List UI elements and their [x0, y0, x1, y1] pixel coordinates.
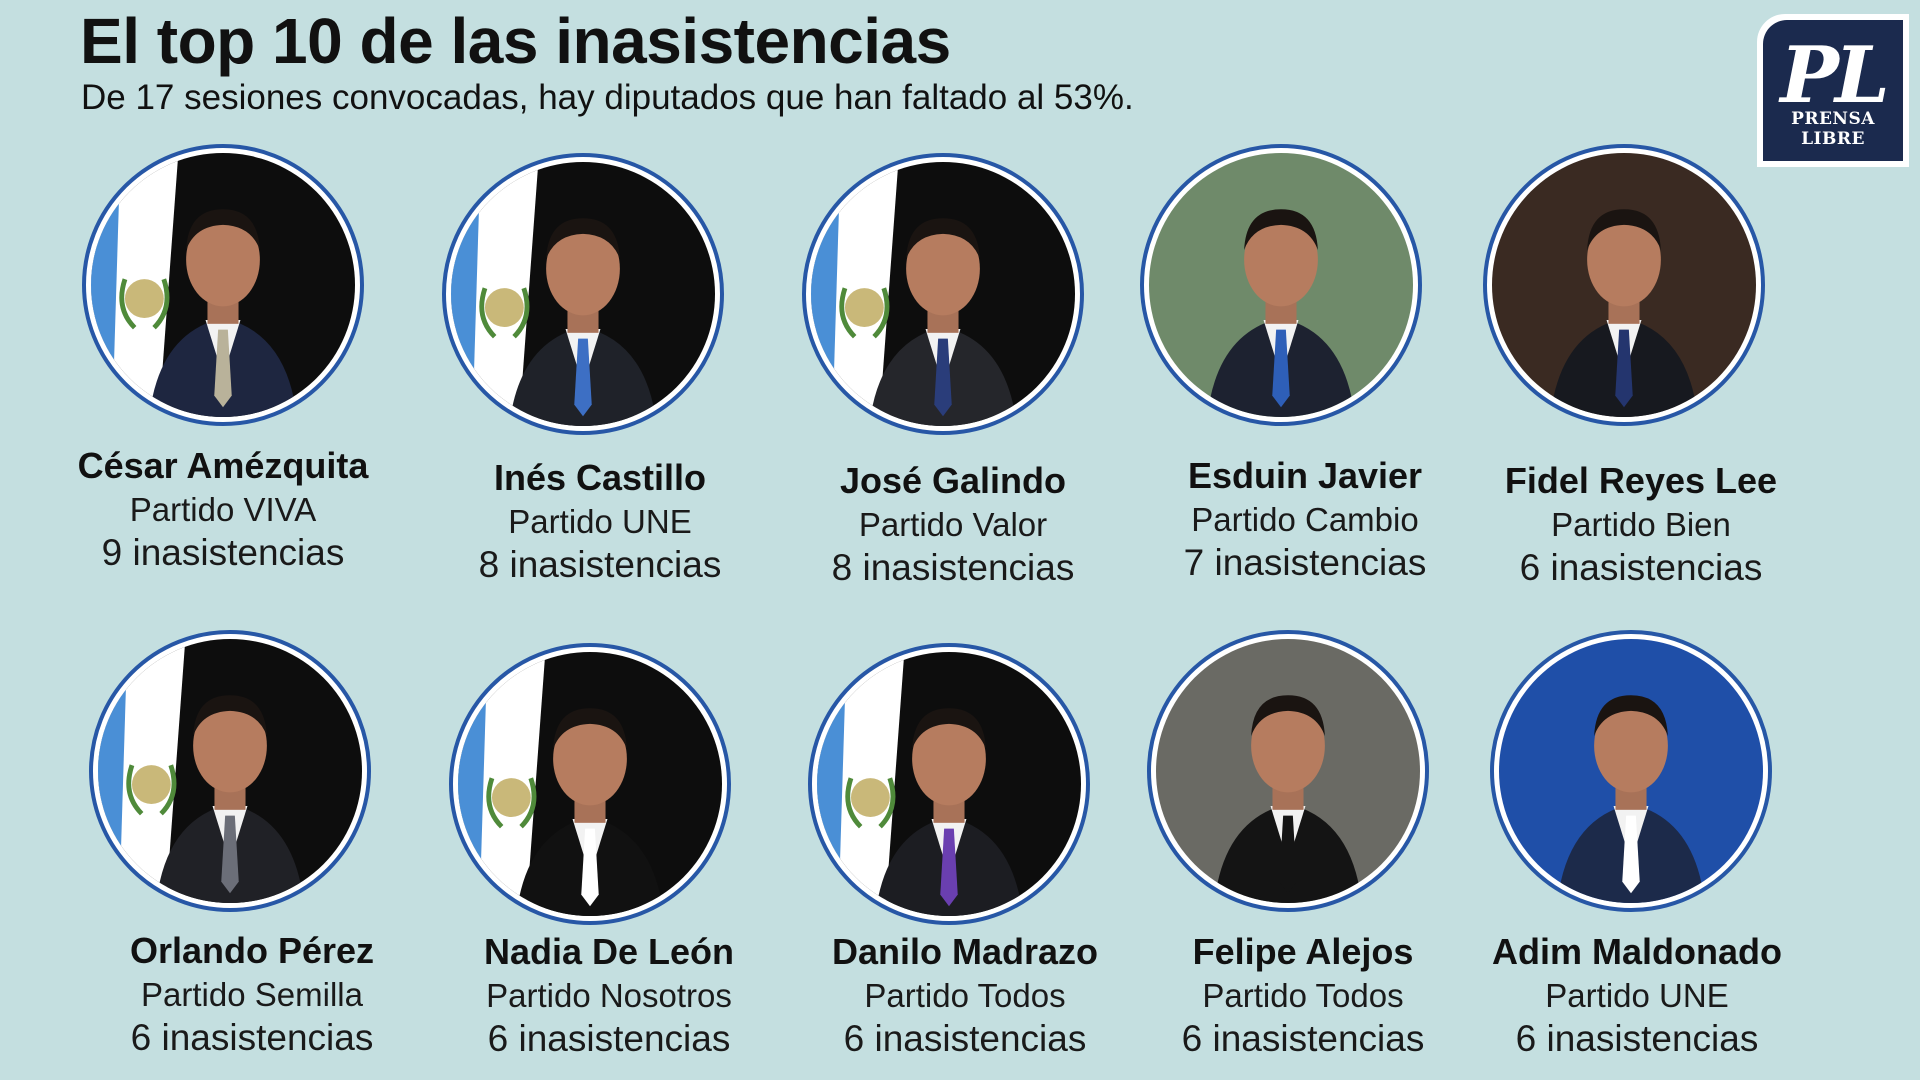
person-silhouette	[875, 708, 1023, 916]
deputy-party: Partido Valor	[858, 506, 1048, 543]
deputy-card: Adim Maldonado Partido UNE 6 inasistenci…	[1457, 931, 1817, 1059]
deputy-card: Fidel Reyes Lee Partido Bien 6 inasisten…	[1461, 460, 1821, 588]
logo-name: PRENSA LIBRE	[1791, 109, 1875, 149]
portrait-image	[1492, 153, 1756, 417]
deputy-name: Inés Castillo	[493, 457, 707, 498]
person-silhouette	[1214, 695, 1362, 903]
deputy-absences: 6 inasistencias	[843, 1018, 1087, 1059]
deputy-absences: 6 inasistencias	[1519, 547, 1763, 588]
deputy-absences: 8 inasistencias	[478, 544, 722, 585]
portrait-image	[91, 153, 355, 417]
deputy-party: Partido UNE	[508, 503, 692, 540]
deputy-photo	[802, 153, 1084, 435]
deputy-party: Partido Bien	[1551, 506, 1731, 543]
portrait-image	[1499, 639, 1763, 903]
deputy-photo	[1140, 144, 1422, 426]
portrait-image	[817, 652, 1081, 916]
person-silhouette	[1207, 209, 1355, 417]
portrait-image	[1149, 153, 1413, 417]
deputy-card: Danilo Madrazo Partido Todos 6 inasisten…	[785, 931, 1145, 1059]
person-silhouette	[1557, 695, 1705, 903]
deputy-party: Partido Todos	[1202, 977, 1404, 1014]
deputy-absences: 6 inasistencias	[1515, 1018, 1759, 1059]
deputy-card: Inés Castillo Partido UNE 8 inasistencia…	[420, 457, 780, 585]
portrait-image	[451, 162, 715, 426]
deputy-photo	[1147, 630, 1429, 912]
logo-mark: PL	[1780, 30, 1890, 121]
guatemala-flag-icon	[458, 652, 546, 916]
deputy-name: Orlando Pérez	[129, 930, 375, 971]
deputy-party: Partido Todos	[864, 977, 1066, 1014]
deputy-photo	[1483, 144, 1765, 426]
deputy-name: Nadia De León	[483, 931, 735, 972]
portrait-image	[811, 162, 1075, 426]
deputy-party: Partido VIVA	[129, 491, 317, 528]
deputy-card: Orlando Pérez Partido Semilla 6 inasiste…	[72, 930, 432, 1058]
deputy-photo	[82, 144, 364, 426]
deputy-name: Felipe Alejos	[1192, 931, 1414, 972]
deputy-party: Partido UNE	[1545, 977, 1729, 1014]
deputy-card: José Galindo Partido Valor 8 inasistenci…	[773, 460, 1133, 588]
deputy-name: Danilo Madrazo	[831, 931, 1099, 972]
deputy-absences: 6 inasistencias	[130, 1017, 374, 1058]
prensa-libre-logo: PL PRENSA LIBRE	[1757, 14, 1909, 167]
deputy-photo	[449, 643, 731, 925]
person-silhouette	[516, 708, 664, 916]
deputy-photo	[442, 153, 724, 435]
deputy-name: César Amézquita	[77, 445, 369, 486]
deputy-name: José Galindo	[839, 460, 1067, 501]
deputy-card: Nadia De León Partido Nosotros 6 inasist…	[429, 931, 789, 1059]
deputy-absences: 8 inasistencias	[831, 547, 1075, 588]
portrait-image	[458, 652, 722, 916]
deputy-photo	[808, 643, 1090, 925]
deputy-absences: 6 inasistencias	[1181, 1018, 1425, 1059]
page-subtitle: De 17 sesiones convocadas, hay diputados…	[81, 78, 1134, 117]
person-silhouette	[509, 218, 657, 426]
guatemala-flag-icon	[811, 162, 899, 426]
deputy-card: Esduin Javier Partido Cambio 7 inasisten…	[1125, 455, 1485, 583]
deputy-name: Fidel Reyes Lee	[1504, 460, 1778, 501]
portrait-image	[98, 639, 362, 903]
deputy-photo	[1490, 630, 1772, 912]
person-silhouette	[1550, 209, 1698, 417]
deputy-card: César Amézquita Partido VIVA 9 inasisten…	[43, 445, 403, 573]
deputy-name: Esduin Javier	[1187, 455, 1423, 496]
deputy-name: Adim Maldonado	[1492, 931, 1782, 972]
person-silhouette	[149, 209, 297, 417]
deputy-photo	[89, 630, 371, 912]
deputy-party: Partido Nosotros	[486, 977, 732, 1014]
deputy-absences: 9 inasistencias	[101, 532, 345, 573]
person-silhouette	[869, 218, 1017, 426]
portrait-image	[1156, 639, 1420, 903]
deputy-party: Partido Cambio	[1191, 501, 1419, 538]
person-silhouette	[156, 695, 304, 903]
deputy-absences: 6 inasistencias	[487, 1018, 731, 1059]
deputy-party: Partido Semilla	[141, 976, 363, 1013]
deputy-absences: 7 inasistencias	[1183, 542, 1427, 583]
guatemala-flag-icon	[98, 639, 186, 903]
deputy-card: Felipe Alejos Partido Todos 6 inasistenc…	[1123, 931, 1483, 1059]
page-title: El top 10 de las inasistencias	[80, 5, 951, 77]
